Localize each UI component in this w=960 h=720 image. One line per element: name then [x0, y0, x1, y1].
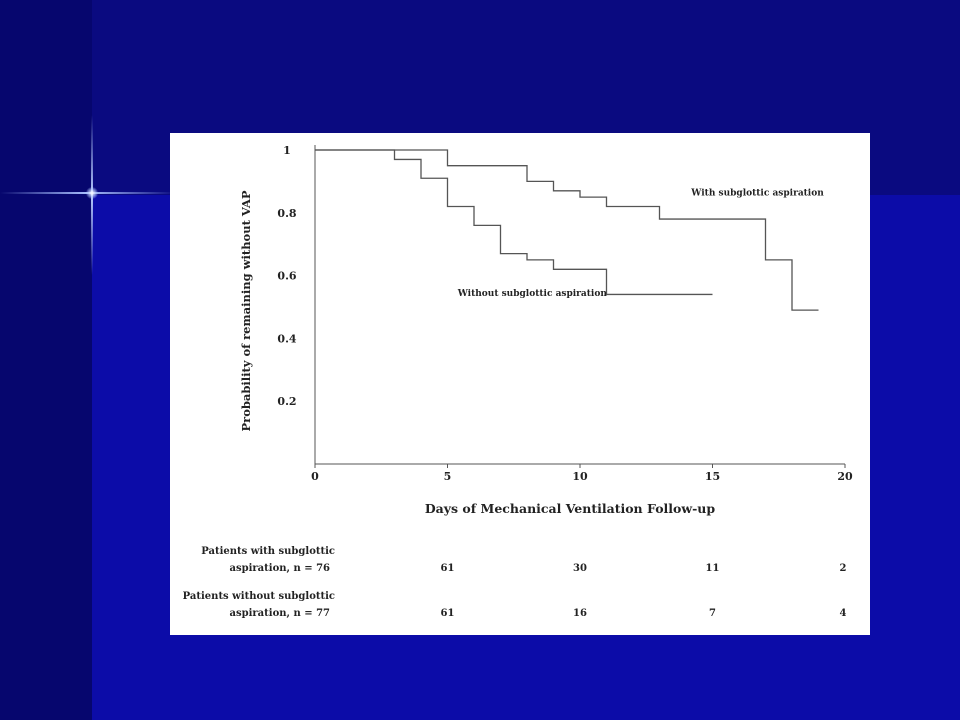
y-tick-label-0: 0.2 [277, 395, 296, 408]
risk-row-label-1-line2: aspiration, n = 77 [230, 608, 331, 619]
sparkle-decoration-core [86, 187, 98, 199]
risk-value-1-2: 7 [709, 608, 716, 619]
y-tick-label-3: 0.8 [277, 207, 296, 220]
chart-panel: Probability of remaining without VAP Day… [170, 133, 870, 635]
y-tick-label-2: 0.6 [277, 270, 296, 283]
series-label-0: With subglottic aspiration [690, 189, 824, 199]
risk-value-0-1: 30 [573, 563, 587, 574]
risk-value-0-0: 61 [441, 563, 455, 574]
risk-value-0-2: 11 [706, 563, 720, 574]
x-tick-label-2: 10 [572, 470, 588, 483]
x-tick-label-1: 5 [444, 470, 452, 483]
risk-value-1-1: 16 [573, 608, 587, 619]
slide-background-left [0, 0, 92, 720]
y-axis-title: Probability of remaining without VAP [239, 190, 253, 431]
x-tick-label-3: 15 [705, 470, 720, 483]
risk-value-1-0: 61 [441, 608, 455, 619]
x-tick-label-0: 0 [311, 470, 319, 483]
y-tick-label-1: 0.4 [277, 332, 296, 345]
series-line-0 [315, 149, 819, 311]
risk-row-label-0-line2: aspiration, n = 76 [230, 563, 331, 574]
y-tick-label-4: 1 [283, 144, 291, 157]
survival-chart: Probability of remaining without VAP Day… [183, 144, 853, 619]
series-label-1: Without subglottic aspiration [457, 289, 608, 299]
x-axis-title: Days of Mechanical Ventilation Follow-up [425, 501, 716, 516]
x-tick-label-4: 20 [837, 470, 853, 483]
risk-value-0-3: 2 [840, 563, 847, 574]
risk-value-1-3: 4 [840, 608, 847, 619]
series-line-1 [315, 149, 713, 296]
risk-row-label-0-line1: Patients with subglottic [201, 546, 335, 557]
risk-row-label-1-line1: Patients without subglottic [183, 591, 335, 602]
